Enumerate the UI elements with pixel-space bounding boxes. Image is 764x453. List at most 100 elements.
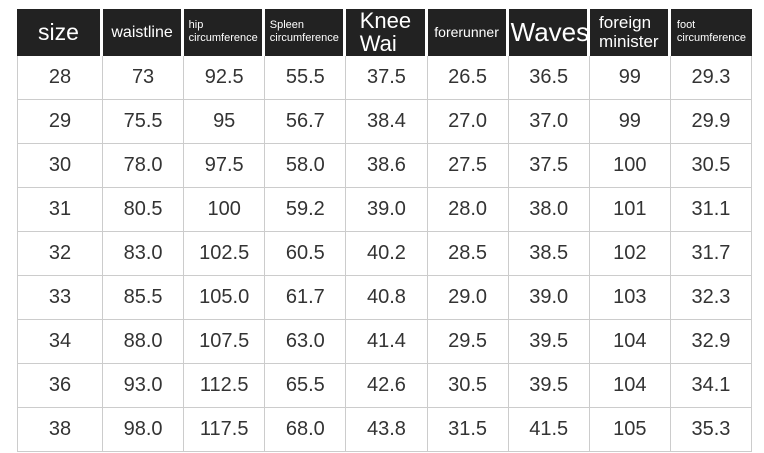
cell-size: 38: [17, 408, 103, 453]
cell-waves: 37.0: [508, 100, 590, 145]
cell-knee: 43.8: [346, 408, 428, 453]
cell-waves: 38.0: [508, 188, 590, 233]
cell-size: 32: [17, 232, 103, 277]
cell-foreign: 102: [589, 232, 671, 277]
cell-size: 33: [17, 276, 103, 321]
header-row: size waistline hip circumference Spleen …: [17, 9, 752, 57]
cell-forerunner: 28.5: [427, 232, 509, 277]
col-header-waves: Waves: [508, 9, 590, 57]
col-header-spleen-circumference: Spleen circumference: [265, 9, 347, 57]
col-header-waistline: waistline: [103, 9, 185, 57]
cell-waistline: 93.0: [103, 364, 185, 409]
cell-waves: 39.0: [508, 276, 590, 321]
col-header-foot-circumference: foot circumference: [670, 9, 752, 57]
cell-spleen: 60.5: [265, 232, 347, 277]
table-row-size-36: 36 93.0 112.5 65.5 42.6 30.5 39.5 104 34…: [17, 364, 752, 409]
cell-hip: 100: [184, 188, 266, 233]
col-header-spleen-circumference-label: Spleen circumference: [269, 19, 339, 44]
cell-knee: 38.4: [346, 100, 428, 145]
cell-waves: 41.5: [508, 408, 590, 453]
cell-foot: 30.5: [670, 144, 752, 189]
cell-foot: 31.1: [670, 188, 752, 233]
cell-waistline: 73: [103, 56, 185, 101]
cell-foreign: 99: [589, 56, 671, 101]
cell-hip: 105.0: [184, 276, 266, 321]
cell-foot: 34.1: [670, 364, 752, 409]
col-header-forerunner: forerunner: [427, 9, 509, 57]
cell-forerunner: 27.5: [427, 144, 509, 189]
table-row-size-38: 38 98.0 117.5 68.0 43.8 31.5 41.5 105 35…: [17, 408, 752, 453]
col-header-forerunner-label: forerunner: [434, 23, 499, 40]
cell-forerunner: 29.0: [427, 276, 509, 321]
cell-waves: 39.5: [508, 320, 590, 365]
cell-forerunner: 31.5: [427, 408, 509, 453]
table-row-size-31: 31 80.5 100 59.2 39.0 28.0 38.0 101 31.1: [17, 188, 752, 233]
cell-foreign: 105: [589, 408, 671, 453]
cell-waves: 36.5: [508, 56, 590, 101]
cell-spleen: 59.2: [265, 188, 347, 233]
cell-spleen: 58.0: [265, 144, 347, 189]
table-row-size-29: 29 75.5 95 56.7 38.4 27.0 37.0 99 29.9: [17, 100, 752, 145]
cell-hip: 97.5: [184, 144, 266, 189]
cell-hip: 112.5: [184, 364, 266, 409]
cell-foot: 35.3: [670, 408, 752, 453]
cell-hip: 92.5: [184, 56, 266, 101]
cell-foot: 32.3: [670, 276, 752, 321]
cell-forerunner: 30.5: [427, 364, 509, 409]
cell-spleen: 68.0: [265, 408, 347, 453]
cell-waves: 39.5: [508, 364, 590, 409]
cell-waves: 37.5: [508, 144, 590, 189]
cell-foot: 32.9: [670, 320, 752, 365]
cell-spleen: 63.0: [265, 320, 347, 365]
cell-foreign: 101: [589, 188, 671, 233]
col-header-hip-circumference-label: hip circumference: [188, 19, 258, 44]
col-header-foot-circumference-label: foot circumference: [676, 19, 746, 44]
cell-knee: 37.5: [346, 56, 428, 101]
cell-size: 28: [17, 56, 103, 101]
cell-waves: 38.5: [508, 232, 590, 277]
col-header-size: size: [17, 9, 103, 57]
col-header-foreign-minister-label: foreign minister: [599, 13, 659, 52]
cell-forerunner: 28.0: [427, 188, 509, 233]
cell-size: 36: [17, 364, 103, 409]
cell-size: 31: [17, 188, 103, 233]
size-table: size waistline hip circumference Spleen …: [17, 9, 752, 453]
cell-waistline: 75.5: [103, 100, 185, 145]
cell-knee: 38.6: [346, 144, 428, 189]
cell-waistline: 85.5: [103, 276, 185, 321]
cell-spleen: 55.5: [265, 56, 347, 101]
cell-foreign: 100: [589, 144, 671, 189]
col-header-waves-label: Waves: [510, 16, 590, 47]
table-row-size-34: 34 88.0 107.5 63.0 41.4 29.5 39.5 104 32…: [17, 320, 752, 365]
cell-foot: 31.7: [670, 232, 752, 277]
cell-hip: 117.5: [184, 408, 266, 453]
cell-size: 34: [17, 320, 103, 365]
col-header-size-label: size: [38, 18, 79, 45]
cell-spleen: 61.7: [265, 276, 347, 321]
cell-size: 30: [17, 144, 103, 189]
cell-knee: 39.0: [346, 188, 428, 233]
cell-foreign: 99: [589, 100, 671, 145]
cell-hip: 102.5: [184, 232, 266, 277]
cell-foot: 29.9: [670, 100, 752, 145]
cell-hip: 95: [184, 100, 266, 145]
table-row-size-30: 30 78.0 97.5 58.0 38.6 27.5 37.5 100 30.…: [17, 144, 752, 189]
col-header-knee-wai-label: Knee Wai: [359, 9, 412, 57]
cell-foreign: 103: [589, 276, 671, 321]
cell-knee: 41.4: [346, 320, 428, 365]
cell-forerunner: 29.5: [427, 320, 509, 365]
col-header-hip-circumference: hip circumference: [184, 9, 266, 57]
cell-waistline: 80.5: [103, 188, 185, 233]
col-header-knee-wai: Knee Wai: [346, 9, 428, 57]
cell-knee: 40.8: [346, 276, 428, 321]
col-header-foreign-minister: foreign minister: [589, 9, 671, 57]
cell-forerunner: 26.5: [427, 56, 509, 101]
cell-knee: 42.6: [346, 364, 428, 409]
col-header-waistline-label: waistline: [111, 23, 173, 41]
cell-waistline: 98.0: [103, 408, 185, 453]
cell-foot: 29.3: [670, 56, 752, 101]
cell-hip: 107.5: [184, 320, 266, 365]
cell-size: 29: [17, 100, 103, 145]
cell-waistline: 88.0: [103, 320, 185, 365]
